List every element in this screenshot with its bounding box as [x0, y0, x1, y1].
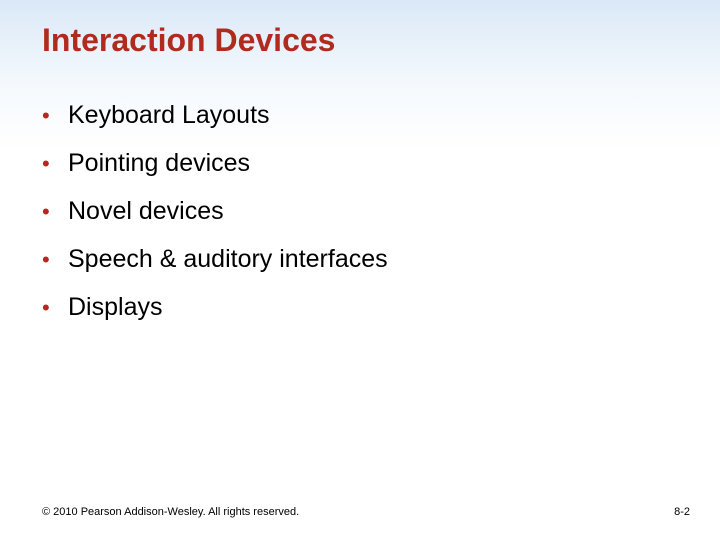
list-item: • Keyboard Layouts [42, 100, 680, 130]
bullet-icon: • [42, 105, 68, 127]
bullet-text: Novel devices [68, 196, 224, 226]
list-item: • Pointing devices [42, 148, 680, 178]
bullet-icon: • [42, 201, 68, 223]
slide-title: Interaction Devices [42, 22, 335, 59]
slide-container: Interaction Devices • Keyboard Layouts •… [0, 0, 720, 540]
list-item: • Displays [42, 292, 680, 322]
bullet-icon: • [42, 249, 68, 271]
list-item: • Novel devices [42, 196, 680, 226]
footer-copyright: © 2010 Pearson Addison-Wesley. All right… [42, 506, 299, 518]
footer-page-number: 8-2 [674, 506, 690, 518]
bullet-text: Speech & auditory interfaces [68, 244, 388, 274]
bullet-text: Keyboard Layouts [68, 100, 270, 130]
bullet-list: • Keyboard Layouts • Pointing devices • … [42, 100, 680, 340]
bullet-text: Displays [68, 292, 162, 322]
bullet-text: Pointing devices [68, 148, 250, 178]
bullet-icon: • [42, 153, 68, 175]
list-item: • Speech & auditory interfaces [42, 244, 680, 274]
bullet-icon: • [42, 297, 68, 319]
